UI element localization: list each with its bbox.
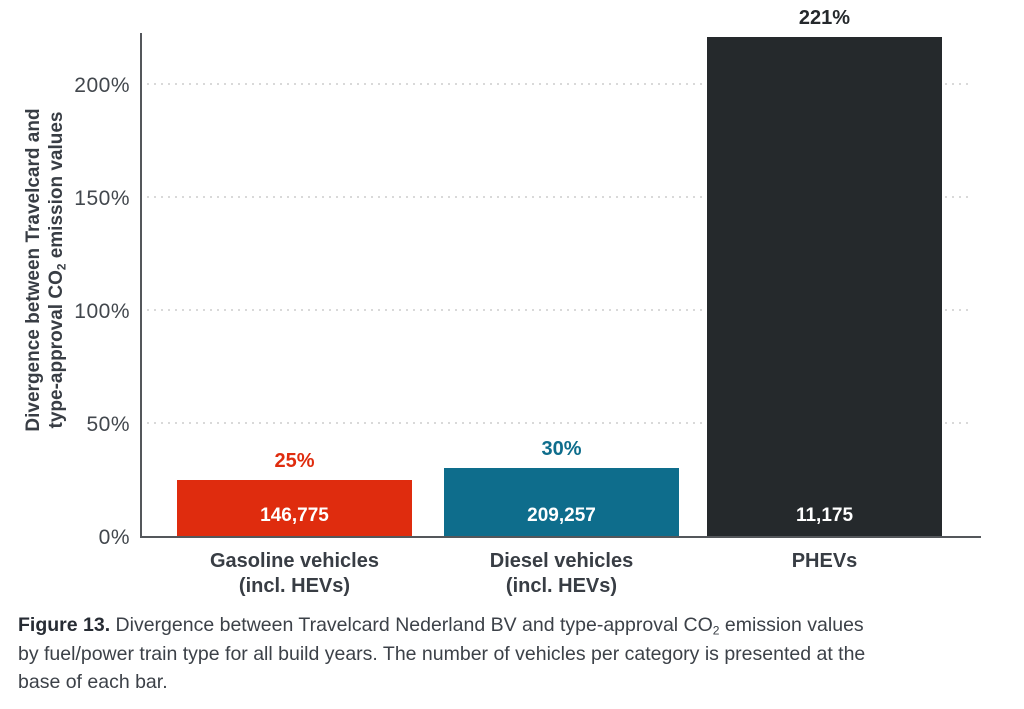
caption-line2: by fuel/power train type for all build y… <box>18 642 866 665</box>
caption-line3: base of each bar. <box>18 671 168 693</box>
value-label-phevs: 221% <box>798 6 851 29</box>
y-tick-label: 0% <box>98 526 130 549</box>
vehicle-count-phevs: 11,175 <box>795 505 854 526</box>
y-axis-title-line1: Divergence between Travelcard and <box>23 108 44 432</box>
bar-diesel-vehicles: 209,257 <box>444 468 679 536</box>
vehicle-count-diesel-vehicles: 209,257 <box>527 505 596 526</box>
vehicle-count-gasoline-vehicles: 146,775 <box>260 505 329 526</box>
co2-subscript: 2 <box>55 263 69 271</box>
plot-area: 146,775 25% 209,257 30% 11,175 221% <box>140 7 981 538</box>
bar-phevs: 11,175 <box>707 36 942 536</box>
y-axis-title-line2: type-approval CO2 emission values <box>46 111 69 429</box>
y-tick-label: 50% <box>86 413 130 436</box>
gridline-200 <box>147 83 971 85</box>
y-tick-label: 100% <box>74 300 130 323</box>
figure-number-label: Figure 13. <box>18 614 111 636</box>
gridline-150 <box>147 196 971 198</box>
caption-co2-subscript: 2 <box>712 623 720 638</box>
category-label-phevs: PHEVs <box>791 550 858 572</box>
y-tick-label: 200% <box>74 74 130 97</box>
bar-gasoline-vehicles: 146,775 <box>177 479 412 536</box>
gridline-50 <box>147 422 971 424</box>
value-label-diesel-vehicles: 30% <box>541 438 582 461</box>
y-tick-label: 150% <box>74 187 130 210</box>
category-label-diesel-vehicles: Diesel vehicles (incl. HEVs) <box>489 550 634 597</box>
gridline-100 <box>147 309 971 311</box>
caption-line1: Divergence between Travelcard Nederland … <box>110 614 713 636</box>
category-label-gasoline-vehicles: Gasoline vehicles (incl. HEVs) <box>210 550 379 597</box>
figure-caption: Figure 13. Divergence between Travelcard… <box>18 614 866 693</box>
value-label-gasoline-vehicles: 25% <box>274 449 315 472</box>
